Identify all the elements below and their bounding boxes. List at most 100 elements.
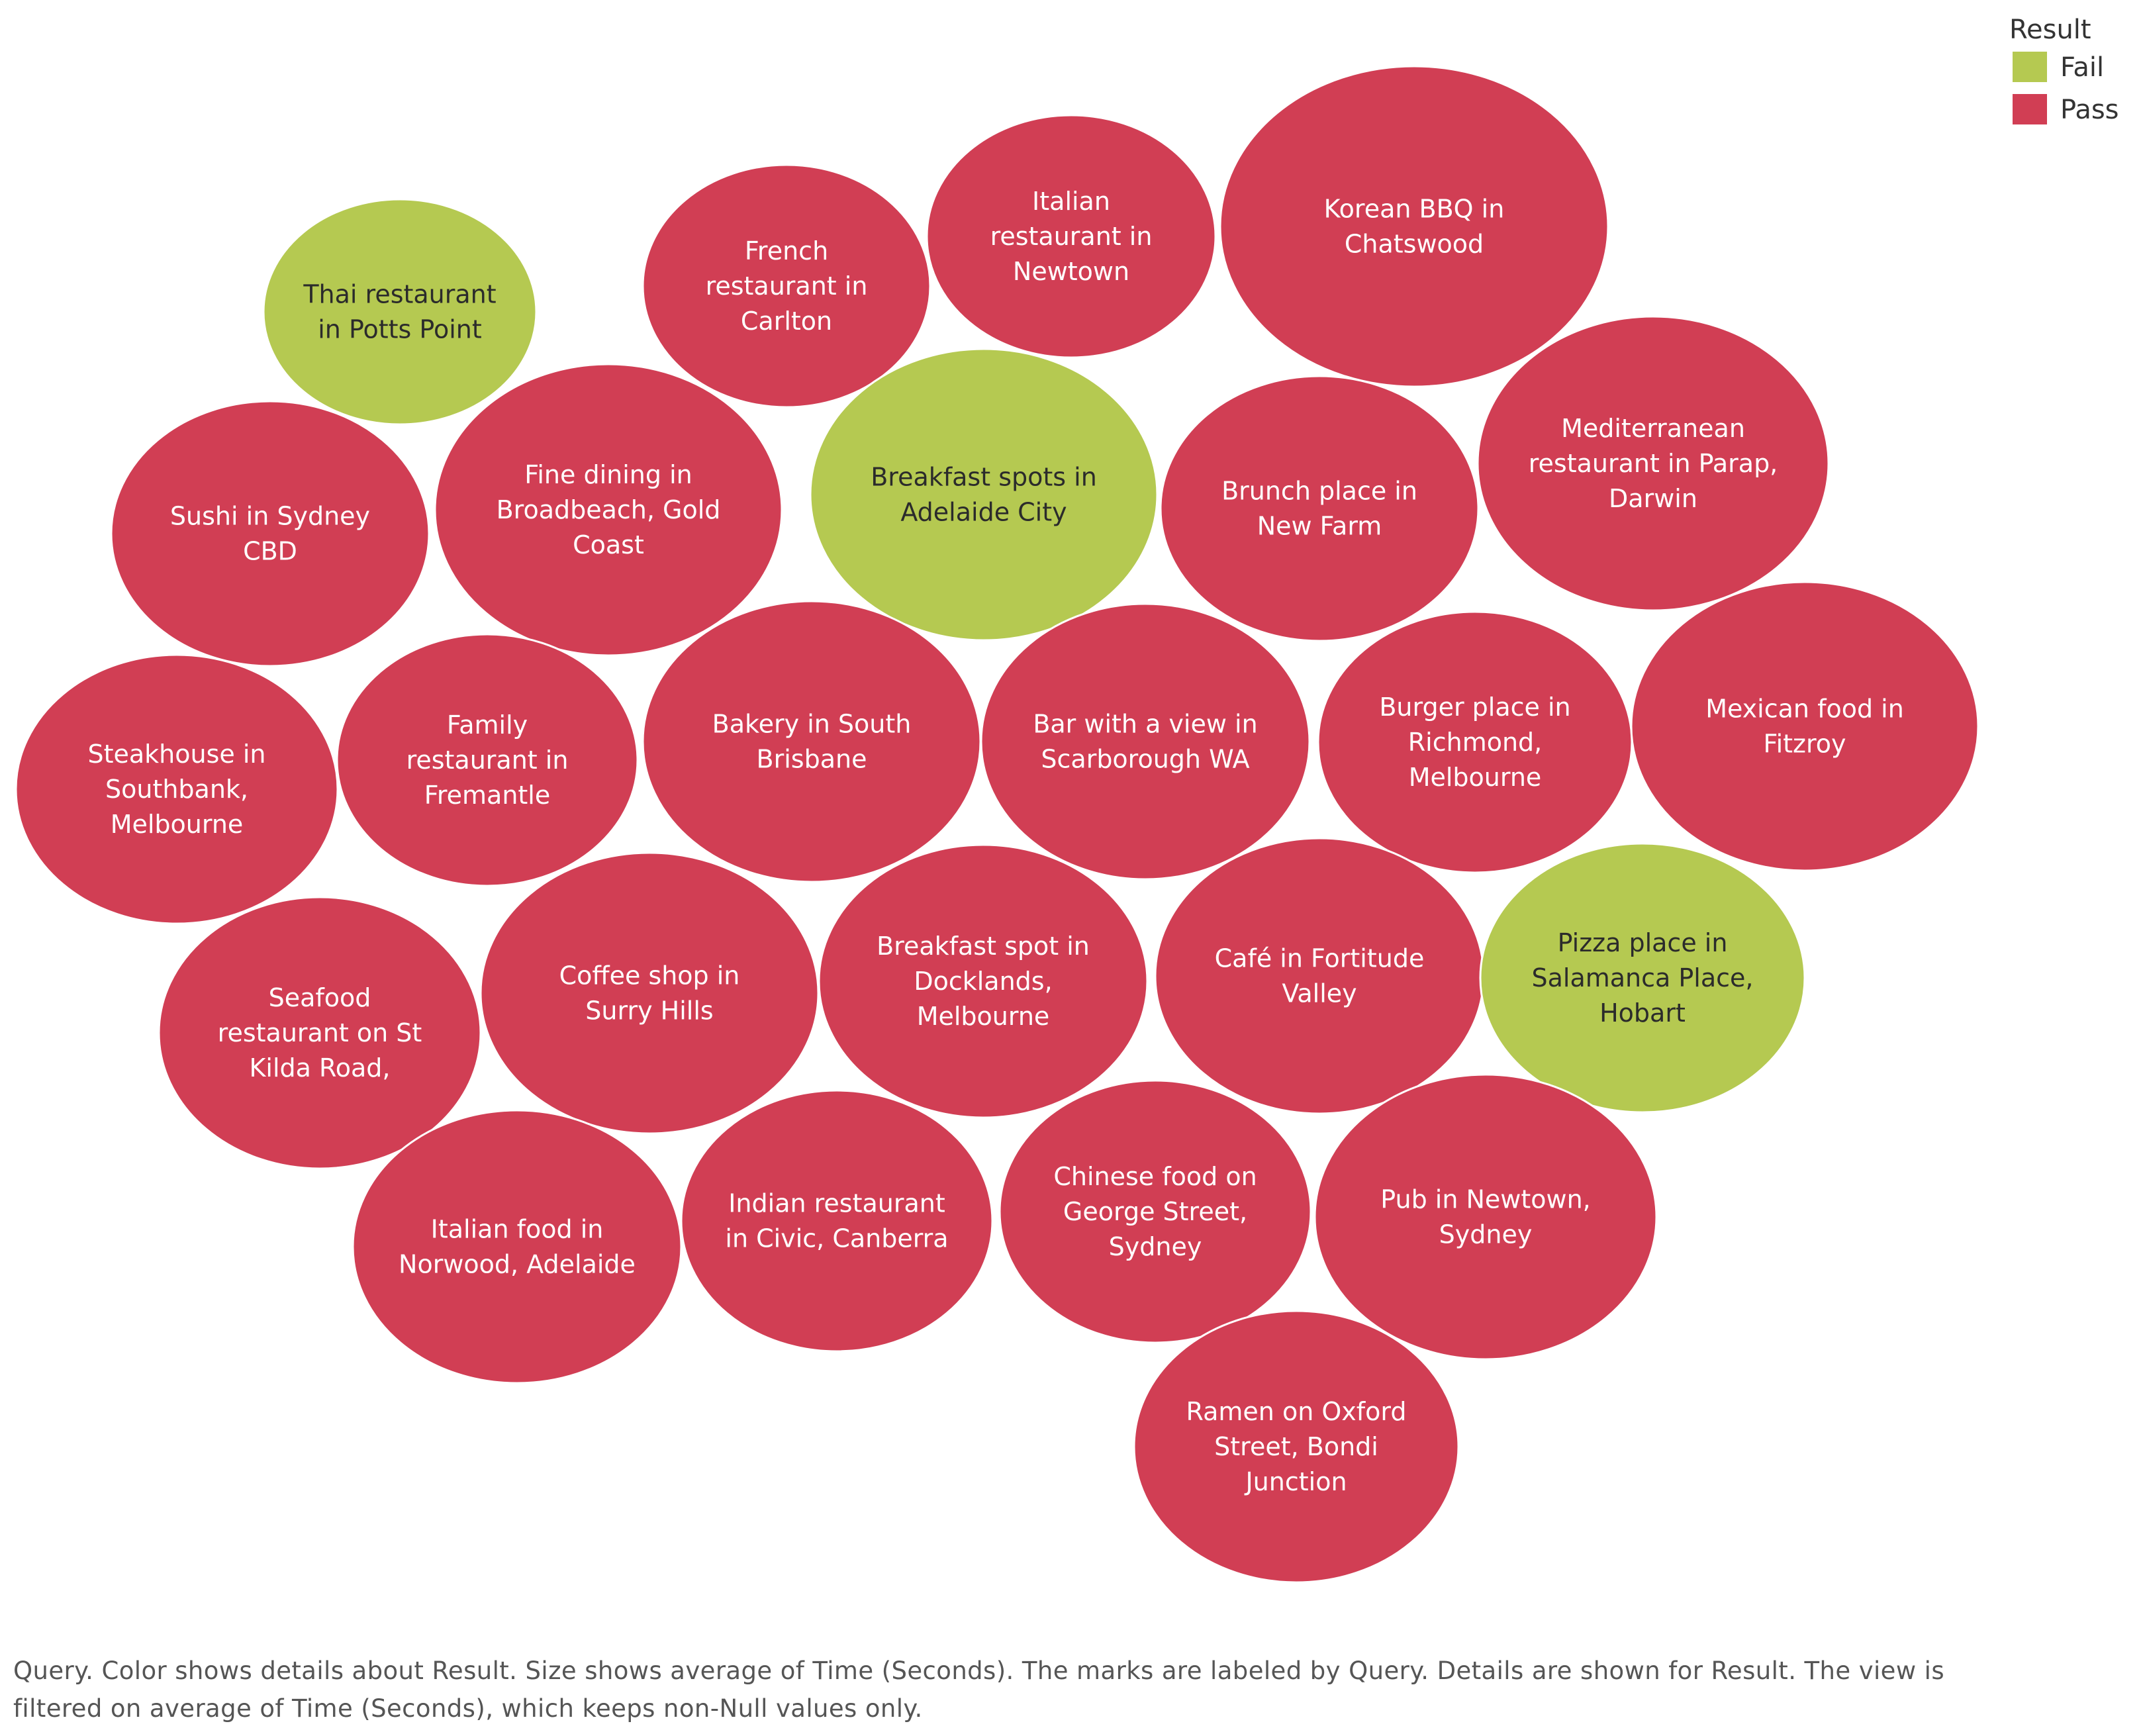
bubble-label: Sydney (1109, 1232, 1202, 1261)
bubble-label: Docklands, (914, 967, 1052, 996)
bubble-label: Adelaide City (900, 498, 1067, 527)
bubble-mark (1479, 842, 1806, 1114)
legend-swatch-pass (2013, 94, 2047, 124)
bubble-label: Melbourne (917, 1002, 1050, 1031)
bubble-20: Italian food in Norwood, Adelaide (352, 1109, 683, 1384)
bubble-label: Seafood (269, 983, 371, 1012)
bubble-label: Melbourne (1409, 763, 1542, 792)
bubble-label: Family (447, 710, 528, 740)
bubble-mark (998, 1079, 1312, 1344)
bubble-mark (1630, 581, 1979, 872)
bubble-mark (352, 1109, 683, 1384)
bubble-mark (110, 400, 430, 667)
bubble-label: restaurant in (706, 271, 868, 301)
bubble-label: Pub in Newtown, (1380, 1185, 1591, 1214)
bubble-label: in Civic, Canberra (725, 1224, 948, 1253)
bubble-13: Burger place in Richmond, Melbourne (1317, 610, 1633, 874)
bubble-label: Fremantle (424, 781, 550, 810)
bubble-label: Southbank, (105, 775, 248, 804)
bubble-label: Ramen on Oxford (1186, 1397, 1407, 1426)
bubble-4: Sushi in Sydney CBD (110, 400, 430, 667)
bubble-mark (926, 114, 1217, 359)
bubble-label: Italian (1032, 187, 1110, 216)
bubble-11: Bakery in South Brisbane (642, 600, 982, 883)
bubble-17: Breakfast spot in Docklands, Melbourne (818, 844, 1149, 1119)
bubble-mark (1219, 65, 1609, 388)
bubble-label: Chatswood (1345, 230, 1484, 259)
bubble-label: Norwood, Adelaide (399, 1250, 636, 1279)
bubble-label: Mediterranean (1561, 414, 1745, 443)
bubble-mark (479, 851, 820, 1135)
bubble-label: Café in Fortitude (1215, 944, 1425, 973)
bubble-label: Breakfast spot in (877, 932, 1090, 961)
bubble-15: Seafood restaurant on St Kilda Road, (158, 896, 482, 1170)
legend-swatch-fail (2013, 52, 2047, 82)
bubble-3: Korean BBQ in Chatswood (1219, 65, 1609, 388)
bubble-label: restaurant in Parap, (1529, 449, 1778, 478)
bubble-mark (680, 1089, 994, 1353)
bubble-mark (158, 896, 482, 1170)
bubble-label: restaurant on St (218, 1018, 422, 1047)
bubble-label: Sydney (1439, 1220, 1533, 1249)
bubble-mark (642, 164, 931, 409)
bubble-16: Coffee shop in Surry Hills (479, 851, 820, 1135)
bubble-label: Breakfast spots in (871, 463, 1097, 492)
bubble-label: Chinese food on (1053, 1162, 1257, 1191)
bubble-22: Chinese food on George Street, Sydney (998, 1079, 1312, 1344)
bubble-mark (1133, 1310, 1460, 1584)
bubble-10: Family restaurant in Fremantle (336, 633, 639, 887)
bubble-label: CBD (243, 537, 297, 566)
bubble-label: Broadbeach, Gold (497, 495, 721, 524)
bubble-label: New Farm (1257, 512, 1382, 541)
bubble-label: Valley (1282, 979, 1357, 1008)
legend: Result Fail Pass (2009, 15, 2119, 125)
bubble-label: Darwin (1609, 484, 1697, 513)
bubble-mark (434, 363, 783, 657)
bubble-1: French restaurant in Carlton (642, 164, 931, 409)
bubble-mark (1476, 315, 1830, 612)
bubble-24: Ramen on Oxford Street, Bondi Junction (1133, 1310, 1460, 1584)
bubble-label: French (745, 236, 828, 265)
bubble-label: Street, Bondi (1214, 1432, 1378, 1461)
bubble-label: Melbourne (111, 810, 244, 839)
bubble-mark (809, 348, 1159, 642)
bubble-label: Surry Hills (585, 996, 713, 1026)
bubble-6: Breakfast spots in Adelaide City (809, 348, 1159, 642)
bubble-23: Pub in Newtown, Sydney (1313, 1073, 1658, 1361)
bubble-label: Newtown (1013, 257, 1129, 286)
bubble-label: Indian restaurant (728, 1189, 945, 1218)
bubble-mark (1159, 375, 1480, 642)
bubble-label: Hobart (1599, 998, 1686, 1028)
bubble-label: Coffee shop in (559, 961, 740, 990)
bubble-21: Indian restaurant in Civic, Canberra (680, 1089, 994, 1353)
bubble-label: Korean BBQ in (1324, 195, 1505, 224)
bubbles-group: Thai restaurant in Potts Point French resta… (15, 65, 1979, 1584)
bubble-18: Café in Fortitude Valley (1154, 837, 1485, 1115)
bubble-mark (980, 603, 1311, 881)
bubble-label: Carlton (741, 307, 832, 336)
bubble-label: Richmond, (1408, 728, 1543, 757)
bubble-12: Bar with a view in Scarborough WA (980, 603, 1311, 881)
bubble-label: Fitzroy (1763, 730, 1846, 759)
bubble-mark (15, 653, 339, 925)
bubble-label: Salamanca Place, (1531, 963, 1753, 992)
bubble-mark (818, 844, 1149, 1119)
bubble-14: Mexican food in Fitzroy (1630, 581, 1979, 872)
bubble-5: Fine dining in Broadbeach, Gold Coast (434, 363, 783, 657)
bubble-label: Bar with a view in (1033, 710, 1257, 739)
bubble-mark (1313, 1073, 1658, 1361)
bubble-label: Steakhouse in (87, 740, 265, 769)
legend-title: Result (2009, 15, 2091, 45)
bubble-7: Brunch place in New Farm (1159, 375, 1480, 642)
legend-label-pass: Pass (2060, 95, 2119, 125)
bubble-label: Italian food in (431, 1215, 604, 1244)
bubble-label: Fine dining in (524, 460, 692, 489)
bubble-mark (642, 600, 982, 883)
bubble-8: Mediterranean restaurant in Parap, Darwin (1476, 315, 1830, 612)
bubble-label: Brisbane (757, 745, 867, 774)
bubble-label: Pizza place in (1558, 928, 1728, 957)
bubble-label: Kilda Road, (250, 1053, 391, 1083)
bubble-label: Mexican food in (1705, 695, 1904, 724)
bubble-0: Thai restaurant in Potts Point (262, 198, 538, 426)
